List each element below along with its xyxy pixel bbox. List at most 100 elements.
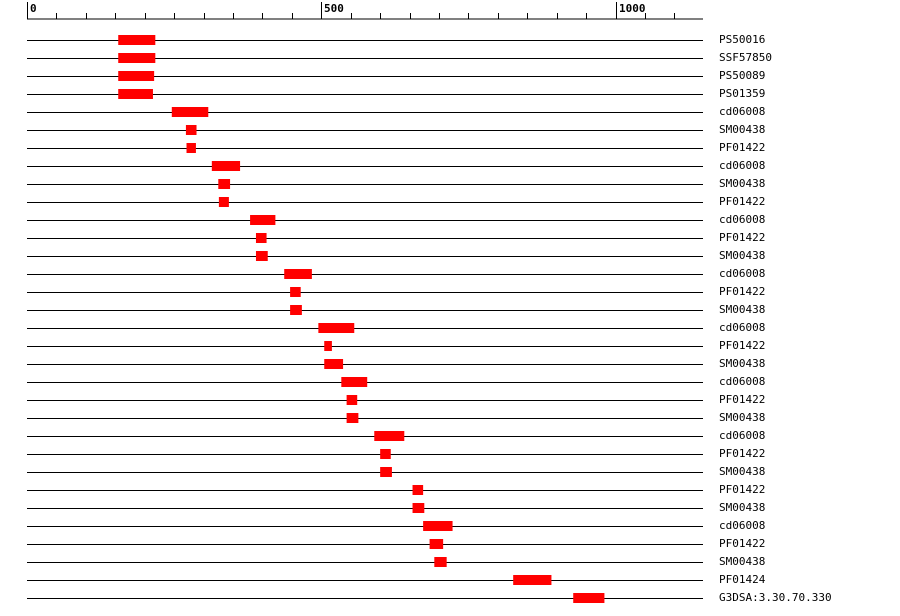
domain-row: PS01359 <box>27 87 765 100</box>
domain-bar[interactable] <box>346 413 359 423</box>
row-label: cd06008 <box>719 105 765 118</box>
row-label: cd06008 <box>719 519 765 532</box>
domain-row: cd06008 <box>27 321 765 334</box>
domain-bar[interactable] <box>118 35 156 45</box>
domain-bar[interactable] <box>250 215 276 225</box>
row-label: SM00438 <box>719 249 765 262</box>
domain-row: cd06008 <box>27 429 765 442</box>
domain-row: PS50016 <box>27 33 765 46</box>
row-label: PF01422 <box>719 231 765 244</box>
domain-bar[interactable] <box>324 359 344 369</box>
domain-row: cd06008 <box>27 375 765 388</box>
row-label: G3DSA:3.30.70.330 <box>719 591 832 604</box>
domain-bar[interactable] <box>211 161 241 171</box>
domain-row: PF01422 <box>27 483 765 496</box>
domain-row: SM00438 <box>27 501 765 514</box>
domain-row: SM00438 <box>27 357 765 370</box>
domain-row: SM00438 <box>27 177 765 190</box>
row-label: cd06008 <box>719 213 765 226</box>
domain-bar[interactable] <box>284 269 312 279</box>
domain-bar[interactable] <box>171 107 209 117</box>
domain-bar[interactable] <box>346 395 358 405</box>
domain-bar[interactable] <box>374 431 405 441</box>
domain-bar[interactable] <box>290 305 302 315</box>
domain-row: cd06008 <box>27 105 765 118</box>
domain-row: PF01422 <box>27 393 765 406</box>
domain-row: cd06008 <box>27 267 765 280</box>
domain-row: PF01422 <box>27 231 765 244</box>
row-label: SM00438 <box>719 357 765 370</box>
domain-bar[interactable] <box>429 539 444 549</box>
row-label: PF01422 <box>719 447 765 460</box>
x-axis: 0 500 1000 <box>27 2 703 20</box>
tick-label: 500 <box>324 2 344 15</box>
row-label: PF01424 <box>719 573 766 586</box>
domain-bar[interactable] <box>185 125 197 135</box>
domain-bar[interactable] <box>380 467 392 477</box>
domain-row: PF01422 <box>27 141 765 154</box>
row-label: PF01422 <box>719 393 765 406</box>
domain-row: SM00438 <box>27 123 765 136</box>
row-label: SM00438 <box>719 123 765 136</box>
tick-label: 0 <box>30 2 37 15</box>
domain-bar[interactable] <box>218 179 231 189</box>
row-label: SM00438 <box>719 465 765 478</box>
domain-row: PF01422 <box>27 285 765 298</box>
row-label: PF01422 <box>719 285 765 298</box>
domain-row: SM00438 <box>27 249 765 262</box>
row-label: PF01422 <box>719 195 765 208</box>
domain-bar[interactable] <box>324 341 332 351</box>
domain-bar[interactable] <box>318 323 355 333</box>
rows: PS50016 SSF57850 PS50089 PS01359 cd06008 SM00… <box>27 33 832 604</box>
row-label: cd06008 <box>719 267 765 280</box>
row-label: SSF57850 <box>719 51 772 64</box>
row-label: SM00438 <box>719 303 765 316</box>
domain-row: cd06008 <box>27 159 765 172</box>
domain-bar[interactable] <box>290 287 301 297</box>
domain-row: SM00438 <box>27 555 765 568</box>
row-label: PS50016 <box>719 33 765 46</box>
row-label: PF01422 <box>719 483 765 496</box>
domain-bar[interactable] <box>186 143 196 153</box>
row-label: PS50089 <box>719 69 765 82</box>
domain-bar[interactable] <box>118 53 156 63</box>
domain-bar[interactable] <box>341 377 368 387</box>
domain-bar[interactable] <box>423 521 453 531</box>
domain-row: G3DSA:3.30.70.330 <box>27 591 832 604</box>
domain-row: SM00438 <box>27 303 765 316</box>
domain-row: PF01422 <box>27 447 765 460</box>
row-label: cd06008 <box>719 159 765 172</box>
tick-label: 1000 <box>619 2 646 15</box>
domain-row: PS50089 <box>27 69 765 82</box>
domain-row: cd06008 <box>27 519 765 532</box>
domain-row: PF01422 <box>27 339 765 352</box>
domain-row: SM00438 <box>27 465 765 478</box>
domain-row: cd06008 <box>27 213 765 226</box>
row-label: PS01359 <box>719 87 765 100</box>
row-label: cd06008 <box>719 375 765 388</box>
row-label: PF01422 <box>719 537 765 550</box>
domain-bar[interactable] <box>255 251 268 261</box>
row-label: PF01422 <box>719 141 765 154</box>
row-label: SM00438 <box>719 555 765 568</box>
row-label: cd06008 <box>719 321 765 334</box>
domain-bar[interactable] <box>573 593 605 603</box>
row-label: PF01422 <box>719 339 765 352</box>
domain-bar[interactable] <box>218 197 229 207</box>
domain-bar[interactable] <box>513 575 552 585</box>
row-label: SM00438 <box>719 177 765 190</box>
domain-bar[interactable] <box>412 503 425 513</box>
domain-bar[interactable] <box>412 485 424 495</box>
domain-bar[interactable] <box>118 89 153 99</box>
domain-bar[interactable] <box>380 449 391 459</box>
row-label: cd06008 <box>719 429 765 442</box>
domain-row: SSF57850 <box>27 51 772 64</box>
domain-bar[interactable] <box>118 71 155 81</box>
domain-bar[interactable] <box>255 233 267 243</box>
domain-row: PF01422 <box>27 537 765 550</box>
row-label: SM00438 <box>719 501 765 514</box>
domain-row: PF01422 <box>27 195 765 208</box>
domain-row: PF01424 <box>27 573 766 586</box>
domain-bar[interactable] <box>434 557 447 567</box>
